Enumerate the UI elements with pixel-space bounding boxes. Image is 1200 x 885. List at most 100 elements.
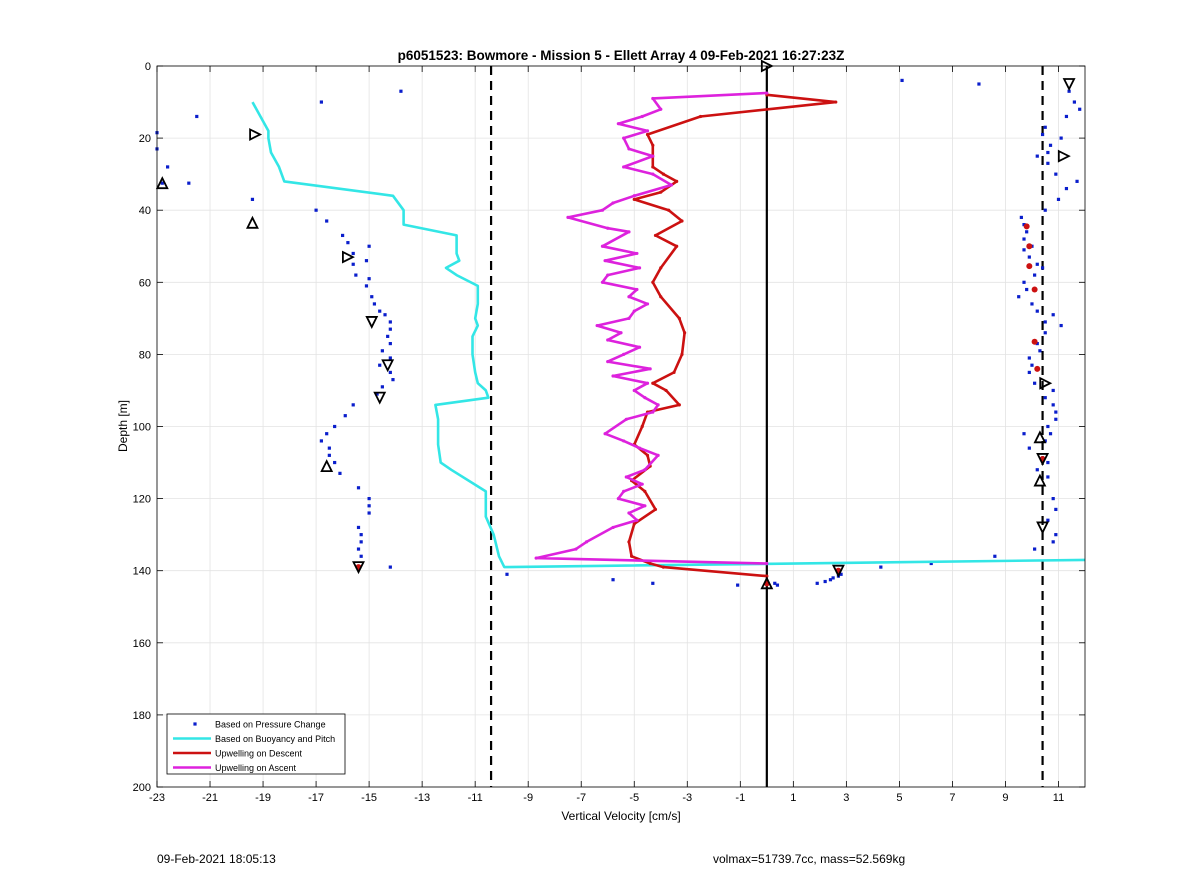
pressure-change-point	[1054, 410, 1058, 414]
series-layer	[155, 78, 1086, 587]
series-vertex	[698, 114, 703, 119]
series-vertex	[643, 468, 647, 472]
series-vertex	[659, 190, 663, 194]
series-vertex	[632, 388, 636, 393]
triangle-marker	[1036, 453, 1050, 466]
y-tick-label: 120	[133, 494, 151, 506]
legend-swatch	[193, 722, 197, 726]
series-vertex	[627, 511, 631, 515]
pressure-change-point	[351, 403, 355, 407]
series-vertex	[622, 136, 626, 140]
red-marker	[1034, 365, 1041, 372]
pressure-change-point	[1038, 349, 1042, 353]
pressure-change-point	[1064, 186, 1069, 191]
series-vertex	[640, 482, 644, 486]
pressure-change-point	[505, 572, 509, 576]
triangle-marker	[373, 391, 387, 405]
pressure-change-point	[1054, 172, 1058, 176]
pressure-change-point	[1022, 432, 1026, 436]
pressure-change-point	[1056, 197, 1061, 201]
series-vertex	[651, 165, 655, 169]
series-vertex	[635, 287, 639, 292]
y-tick-label: 80	[139, 349, 151, 361]
pressure-change-point	[977, 82, 981, 86]
x-axis-label: Vertical Velocity [cm/s]	[561, 809, 680, 823]
pressure-change-point	[356, 525, 361, 530]
pressure-change-point	[388, 370, 392, 375]
series-vertex	[637, 345, 642, 349]
pressure-change-point	[775, 583, 780, 587]
pressure-change-point	[166, 165, 170, 169]
series-vertex	[675, 244, 679, 248]
pressure-change-point	[1030, 302, 1034, 306]
pressure-change-point	[900, 78, 904, 83]
series-vertex	[622, 352, 626, 356]
pressure-change-point	[831, 576, 835, 580]
series-vertex	[630, 554, 634, 558]
series-vertex	[611, 201, 615, 205]
triangle-marker	[831, 564, 845, 578]
pressure-change-point	[356, 547, 361, 551]
pressure-change-point	[1025, 230, 1029, 234]
x-tick-label: 5	[896, 792, 902, 804]
red-marker	[1031, 286, 1038, 293]
series-vertex	[653, 233, 658, 238]
series-vertex	[645, 132, 650, 137]
series-vertex	[603, 432, 607, 436]
series-vertex	[616, 497, 620, 501]
based-on-buoyancy-and-pitch-line	[251, 101, 1086, 569]
series-vertex	[635, 518, 639, 522]
series-vertex	[600, 280, 605, 284]
pressure-change-point	[1046, 475, 1050, 479]
triangle-marker	[352, 561, 365, 575]
y-tick-label: 180	[133, 710, 151, 722]
x-tick-label: 3	[843, 792, 849, 804]
pressure-change-point	[1035, 154, 1039, 158]
red-marker	[1023, 223, 1030, 230]
pressure-change-point	[319, 439, 323, 443]
series-vertex	[566, 215, 570, 220]
pressure-change-point	[187, 181, 191, 185]
series-vertex	[632, 197, 636, 201]
pressure-change-point	[1072, 100, 1076, 104]
y-tick-label: 200	[133, 782, 151, 794]
pressure-change-point	[1043, 320, 1047, 324]
pressure-change-point	[1075, 179, 1079, 183]
series-vertex	[627, 295, 631, 299]
pressure-change-point	[611, 578, 615, 582]
x-tick-label: -7	[576, 792, 586, 804]
y-tick-label: 60	[139, 277, 151, 289]
pressure-change-point	[815, 581, 819, 585]
series-vertex	[616, 122, 620, 126]
pressure-change-point	[1027, 370, 1031, 375]
series-vertex	[659, 266, 663, 270]
grid-lines	[156, 65, 1085, 788]
series-vertex	[600, 244, 605, 248]
series-vertex	[637, 446, 642, 450]
series-vertex	[834, 100, 838, 104]
series-vertex	[603, 259, 607, 263]
series-vertex	[683, 331, 687, 335]
pressure-change-point	[1059, 136, 1063, 140]
y-tick-label: 140	[133, 566, 151, 578]
pressure-change-point	[325, 432, 329, 436]
series-vertex	[651, 154, 655, 158]
pressure-change-point	[378, 363, 382, 367]
pressure-change-point	[364, 284, 369, 288]
series-vertex	[677, 403, 681, 407]
triangle-marker	[320, 459, 334, 473]
series-vertex	[643, 396, 647, 400]
triangle-marker	[1062, 78, 1076, 92]
series-vertex	[622, 489, 626, 493]
pressure-change-point	[1051, 403, 1055, 407]
x-tick-label: 11	[1053, 792, 1064, 804]
pressure-change-point	[1051, 313, 1055, 317]
series-vertex	[645, 381, 650, 385]
series-vertex	[651, 381, 655, 385]
pressure-change-point	[383, 313, 387, 317]
pressure-change-point	[773, 581, 777, 585]
series-vertex	[645, 453, 650, 457]
series-vertex	[659, 107, 663, 111]
x-tick-label: -23	[149, 792, 165, 804]
series-vertex	[627, 147, 631, 151]
